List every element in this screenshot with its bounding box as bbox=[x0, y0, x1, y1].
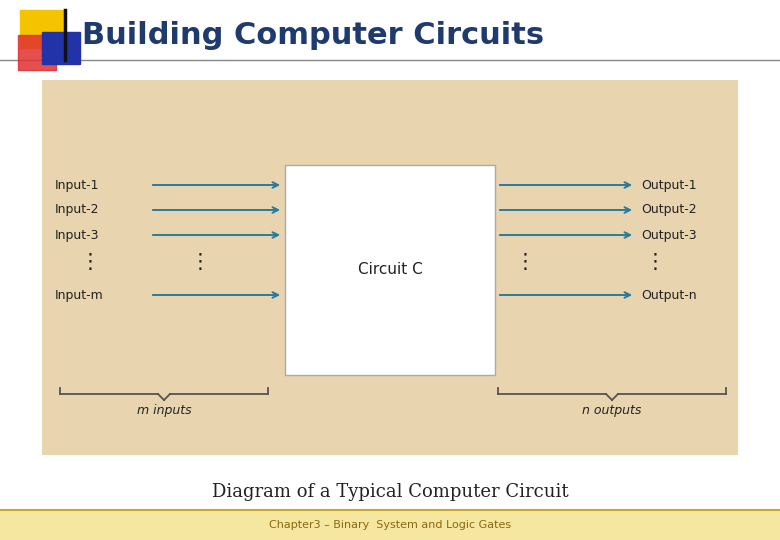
Text: Input-1: Input-1 bbox=[55, 179, 100, 192]
Bar bbox=[18, 35, 56, 70]
Text: Output-2: Output-2 bbox=[641, 204, 697, 217]
Bar bbox=[20, 10, 65, 48]
Bar bbox=[42, 32, 80, 64]
Text: Circuit C: Circuit C bbox=[357, 262, 423, 278]
Bar bbox=[285, 165, 495, 375]
Text: Input-m: Input-m bbox=[55, 288, 104, 301]
Text: ⋮: ⋮ bbox=[190, 252, 211, 272]
Text: Diagram of a Typical Computer Circuit: Diagram of a Typical Computer Circuit bbox=[211, 483, 569, 501]
Text: Input-3: Input-3 bbox=[55, 228, 100, 241]
Text: Output-3: Output-3 bbox=[641, 228, 697, 241]
Text: ⋮: ⋮ bbox=[644, 252, 665, 272]
Text: ⋮: ⋮ bbox=[80, 252, 101, 272]
Text: n outputs: n outputs bbox=[583, 404, 642, 417]
Text: Output-n: Output-n bbox=[641, 288, 697, 301]
Text: Output-1: Output-1 bbox=[641, 179, 697, 192]
Text: ⋮: ⋮ bbox=[515, 252, 535, 272]
Text: Chapter3 – Binary  System and Logic Gates: Chapter3 – Binary System and Logic Gates bbox=[269, 520, 511, 530]
Text: Input-2: Input-2 bbox=[55, 204, 100, 217]
Bar bbox=[42, 80, 738, 455]
Text: m inputs: m inputs bbox=[136, 404, 191, 417]
Text: Building Computer Circuits: Building Computer Circuits bbox=[82, 21, 544, 50]
Bar bbox=[0, 510, 780, 540]
